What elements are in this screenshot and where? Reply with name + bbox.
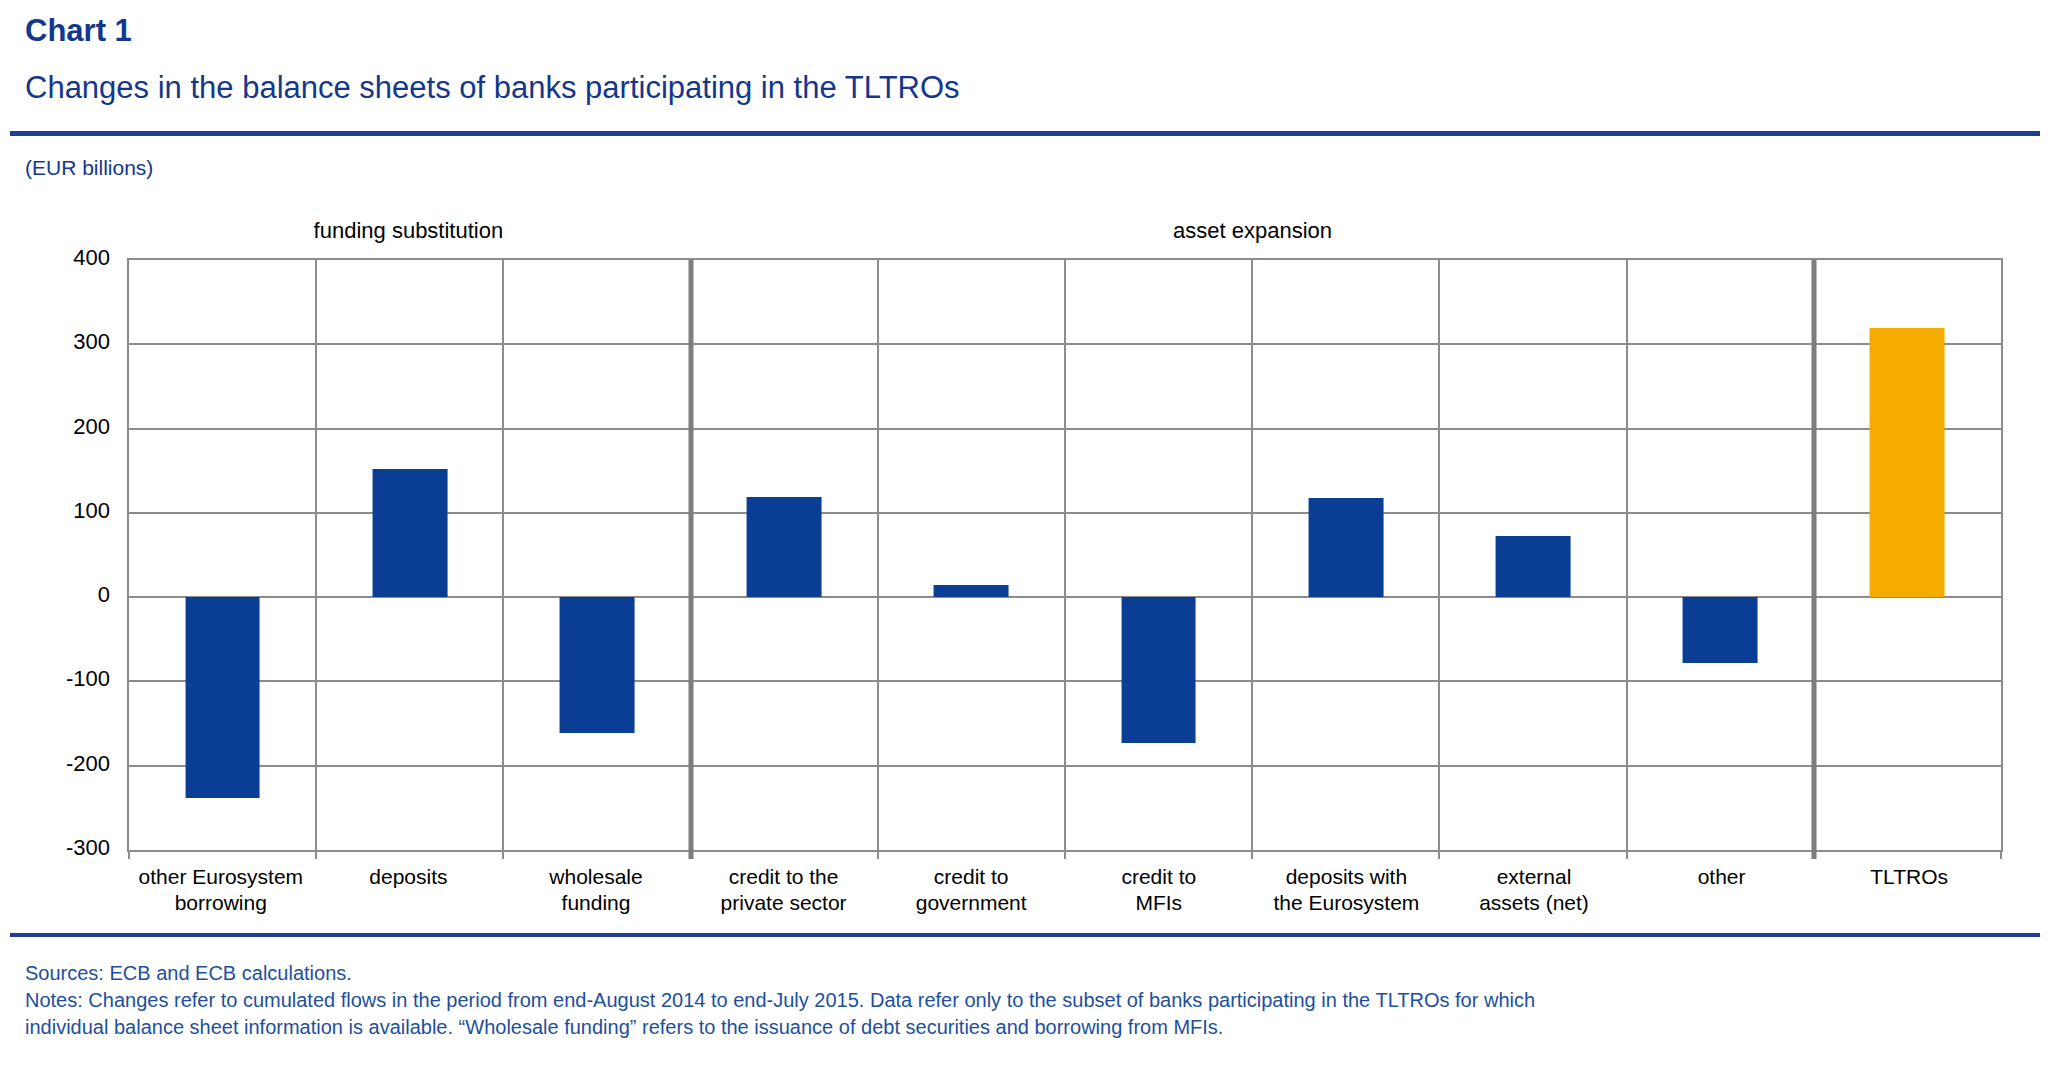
footer: Sources: ECB and ECB calculations. Notes…	[25, 960, 1590, 1041]
bar-external-assets-net	[1496, 536, 1571, 597]
category-label: credit toMFIs	[1121, 864, 1196, 916]
x-axis-tick	[1626, 850, 1628, 859]
y-tick-label: -200	[0, 751, 110, 777]
page-title: Changes in the balance sheets of banks p…	[25, 70, 960, 106]
header-divider	[10, 131, 2040, 136]
y-tick-label: 200	[0, 414, 110, 440]
x-axis-tick	[2000, 850, 2002, 859]
bar-credit-to-mfis	[1121, 597, 1196, 743]
column-separator	[688, 260, 693, 850]
y-tick-label: -300	[0, 835, 110, 861]
bar-credit-to-the-private-sector	[747, 497, 822, 597]
y-axis: 4003002001000-100-200-300	[0, 258, 110, 848]
column-separator	[315, 260, 317, 850]
y-tick-label: 100	[0, 498, 110, 524]
bar-deposits	[372, 469, 447, 597]
units-label: (EUR billions)	[25, 156, 153, 180]
x-axis-tick	[877, 850, 879, 859]
bar-other-eurosystem-borrowing	[185, 597, 260, 798]
category-label: credit togovernment	[916, 864, 1027, 916]
column-separator	[1064, 260, 1066, 850]
bar-wholesale-funding	[560, 597, 635, 733]
x-axis-tick	[1438, 850, 1440, 859]
category-label: TLTROs	[1870, 864, 1948, 890]
y-tick-label: 0	[0, 582, 110, 608]
bar-deposits-with-the-eurosystem	[1308, 498, 1383, 597]
x-axis-tick	[128, 850, 130, 859]
x-axis-tick	[1811, 850, 1816, 859]
column-separator	[1251, 260, 1253, 850]
x-axis-tick	[688, 850, 693, 859]
category-label: deposits withthe Eurosystem	[1273, 864, 1419, 916]
x-axis-tick	[315, 850, 317, 859]
sources-text: Sources: ECB and ECB calculations.	[25, 960, 1590, 987]
ecb-chart-page: Chart 1 Changes in the balance sheets of…	[0, 0, 2050, 1073]
x-axis-tick	[1064, 850, 1066, 859]
chart-number-label: Chart 1	[25, 13, 132, 49]
group-header: funding substitution	[127, 218, 690, 244]
column-separator	[1811, 260, 1816, 850]
x-axis-labels: other Eurosystemborrowing deposits wholesa…	[127, 864, 2003, 924]
category-label: other	[1698, 864, 1746, 890]
column-separator	[877, 260, 879, 850]
bar-credit-to-government	[934, 585, 1009, 597]
column-separator	[502, 260, 504, 850]
notes-text: Notes: Changes refer to cumulated flows …	[25, 987, 1590, 1041]
bar-other	[1683, 597, 1758, 663]
x-axis-tick	[1251, 850, 1253, 859]
category-label: externalassets (net)	[1479, 864, 1589, 916]
column-separator	[1626, 260, 1628, 850]
category-label: deposits	[369, 864, 447, 890]
group-header: asset expansion	[690, 218, 1816, 244]
y-tick-label: -100	[0, 666, 110, 692]
category-label: other Eurosystemborrowing	[139, 864, 304, 916]
group-headers: funding substitutionasset expansion	[127, 218, 2003, 248]
y-tick-label: 400	[0, 245, 110, 271]
y-tick-label: 300	[0, 329, 110, 355]
bar-tltros	[1870, 328, 1945, 597]
category-label: wholesalefunding	[549, 864, 642, 916]
footer-divider	[10, 933, 2040, 937]
x-axis-tick	[502, 850, 504, 859]
category-label: credit to theprivate sector	[721, 864, 847, 916]
column-separator	[1438, 260, 1440, 850]
plot-area	[127, 258, 2003, 852]
